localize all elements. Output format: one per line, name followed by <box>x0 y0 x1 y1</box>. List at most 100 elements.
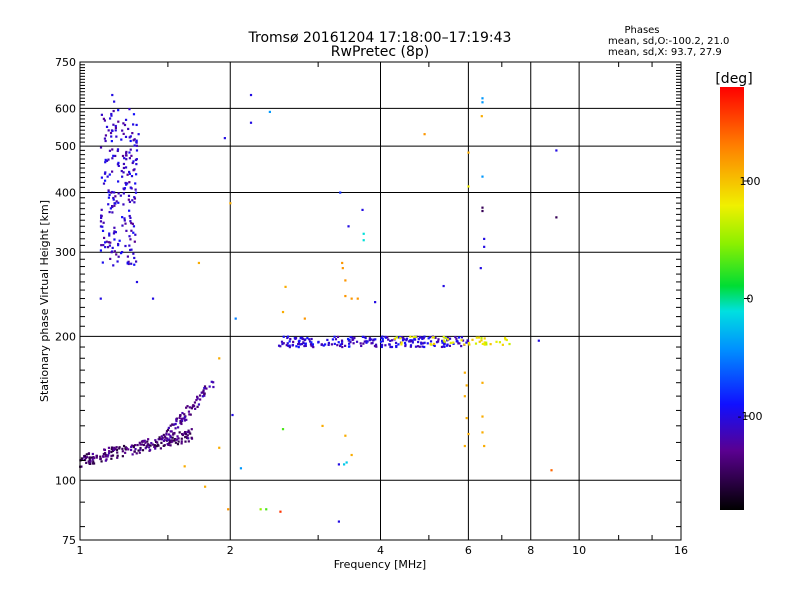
data-point <box>180 419 184 423</box>
data-point <box>414 345 418 348</box>
data-point <box>196 405 199 408</box>
data-point <box>351 338 354 341</box>
data-point <box>403 338 406 341</box>
data-point <box>249 93 253 97</box>
data-point <box>111 454 115 457</box>
data-point <box>132 252 135 255</box>
y-tick-label: 300 <box>55 246 76 259</box>
data-point <box>164 436 167 439</box>
x-tick-label: 4 <box>377 544 384 557</box>
data-point <box>467 341 471 345</box>
data-point <box>114 448 117 451</box>
data-point <box>122 171 125 174</box>
data-point <box>363 340 366 343</box>
y-tick-label: 600 <box>55 102 76 115</box>
data-point <box>179 414 182 417</box>
data-point <box>162 439 166 443</box>
data-point <box>346 337 350 341</box>
data-point <box>184 436 187 439</box>
data-point <box>134 233 137 236</box>
data-point <box>115 135 118 138</box>
data-point <box>413 338 416 341</box>
data-point <box>483 343 486 346</box>
data-point <box>113 446 116 449</box>
data-point <box>91 462 94 465</box>
data-point <box>465 416 468 420</box>
data-point <box>118 239 121 242</box>
data-point <box>125 229 128 232</box>
data-point <box>471 338 474 341</box>
data-point <box>129 248 132 252</box>
data-point <box>144 441 147 444</box>
data-point <box>481 381 484 384</box>
data-point <box>308 338 311 341</box>
data-point <box>352 342 355 345</box>
data-point <box>110 135 113 138</box>
data-point <box>405 337 409 340</box>
data-point <box>452 342 455 345</box>
data-point <box>102 243 105 247</box>
data-point <box>125 150 128 154</box>
data-point <box>495 340 498 343</box>
data-point <box>123 217 126 220</box>
data-point <box>555 149 558 152</box>
data-point <box>337 463 341 466</box>
data-point <box>122 444 126 448</box>
data-point <box>151 297 155 300</box>
data-point <box>115 446 118 449</box>
data-point <box>411 339 414 342</box>
data-point <box>309 343 313 346</box>
data-point <box>384 344 387 347</box>
data-point <box>503 336 507 340</box>
data-point <box>91 458 94 461</box>
data-point <box>100 460 103 463</box>
y-tick-label: 100 <box>55 474 76 487</box>
data-point <box>165 430 169 433</box>
chart-title: Tromsø 20161204 17:18:00–17:19:43 <box>248 30 512 46</box>
data-point <box>113 100 116 103</box>
data-point <box>129 220 132 223</box>
data-point <box>339 344 342 348</box>
data-point <box>124 181 127 185</box>
data-point <box>131 453 134 456</box>
data-point <box>320 343 323 346</box>
data-point <box>210 380 213 383</box>
data-point <box>135 139 138 142</box>
data-point <box>179 419 182 423</box>
data-point <box>176 443 180 446</box>
data-point <box>128 136 131 139</box>
data-point <box>108 234 111 237</box>
data-point <box>130 248 133 251</box>
data-point <box>187 410 191 413</box>
data-point <box>397 343 400 346</box>
data-point <box>112 154 115 157</box>
data-point <box>106 175 109 178</box>
data-point <box>104 453 107 456</box>
data-point <box>132 113 136 116</box>
data-point <box>103 241 107 244</box>
data-point <box>312 346 315 349</box>
data-point <box>304 338 307 341</box>
data-point <box>311 343 315 346</box>
data-point <box>203 392 206 396</box>
data-point <box>169 436 172 439</box>
data-point <box>368 337 371 340</box>
data-point <box>129 216 132 220</box>
data-point <box>117 192 120 195</box>
data-point <box>155 444 158 448</box>
axis-ticks <box>80 62 681 540</box>
data-point <box>508 342 511 346</box>
data-point <box>112 109 115 113</box>
data-point <box>331 338 334 341</box>
data-point <box>302 341 305 344</box>
data-point <box>399 337 402 340</box>
data-point <box>153 444 156 447</box>
data-point <box>102 236 106 240</box>
data-point <box>483 337 486 340</box>
data-point <box>467 432 470 436</box>
data-point <box>117 109 120 112</box>
data-point <box>129 139 132 143</box>
data-point <box>442 335 445 338</box>
data-point <box>504 338 507 341</box>
data-point <box>422 342 425 345</box>
